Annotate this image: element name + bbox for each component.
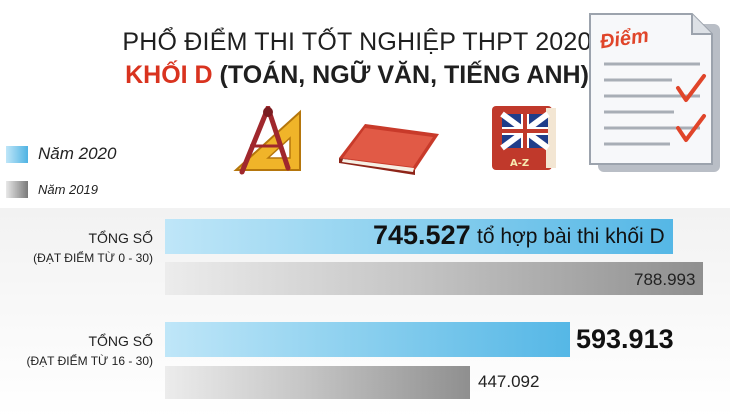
score-sheet-icon <box>589 13 720 172</box>
category-label-1-line1: TỔNG SỐ <box>88 333 153 349</box>
bar-2020-total <box>165 219 673 254</box>
value-label-2020-16-30: 593.913 <box>576 324 674 354</box>
english-book-icon: A-Z <box>492 106 556 170</box>
bar-2019-16-30 <box>165 366 470 399</box>
chart-title: PHỔ ĐIỂM THI TỐT NGHIỆP THPT 2020 <box>122 28 592 56</box>
legend-label-2019: Năm 2019 <box>38 182 98 197</box>
value-label-2019-16-30: 447.092 <box>478 372 540 391</box>
compass-ruler-icon <box>233 106 301 175</box>
svg-text:A-Z: A-Z <box>510 158 529 169</box>
legend-item-2020: Năm 2020 <box>6 144 116 164</box>
subtitle-accent: KHỐI D <box>125 61 213 89</box>
book-icon <box>339 124 439 175</box>
bar-2019-total <box>165 262 703 295</box>
legend-item-2019: Năm 2019 <box>6 181 98 198</box>
value-label-2020-total: 745.527 <box>373 220 471 250</box>
subtitle-rest: (TOÁN, NGỮ VĂN, TIẾNG ANH) <box>219 61 589 89</box>
chart-subtitle: KHỐI D (TOÁN, NGỮ VĂN, TIẾNG ANH) <box>122 61 592 90</box>
category-label-1: TỔNG SỐ (ĐẠT ĐIỂM TỪ 16 - 30) <box>0 331 154 371</box>
category-label-0-line1: TỔNG SỐ <box>88 230 153 246</box>
legend-swatch-2020 <box>6 145 28 163</box>
bar-2020-16-30 <box>165 322 570 357</box>
legend-label-2020: Năm 2020 <box>38 144 117 163</box>
category-label-1-line2: (ĐẠT ĐIỂM TỪ 16 - 30) <box>26 354 154 368</box>
value-label-2019-total: 788.993 <box>634 270 696 289</box>
category-label-0: TỔNG SỐ (ĐẠT ĐIỂM TỪ 0 - 30) <box>0 228 153 268</box>
legend-swatch-2019 <box>6 181 28 198</box>
category-label-0-line2: (ĐẠT ĐIỂM TỪ 0 - 30) <box>33 251 153 265</box>
value-annotation: tổ hợp bài thi khối D <box>477 225 665 248</box>
